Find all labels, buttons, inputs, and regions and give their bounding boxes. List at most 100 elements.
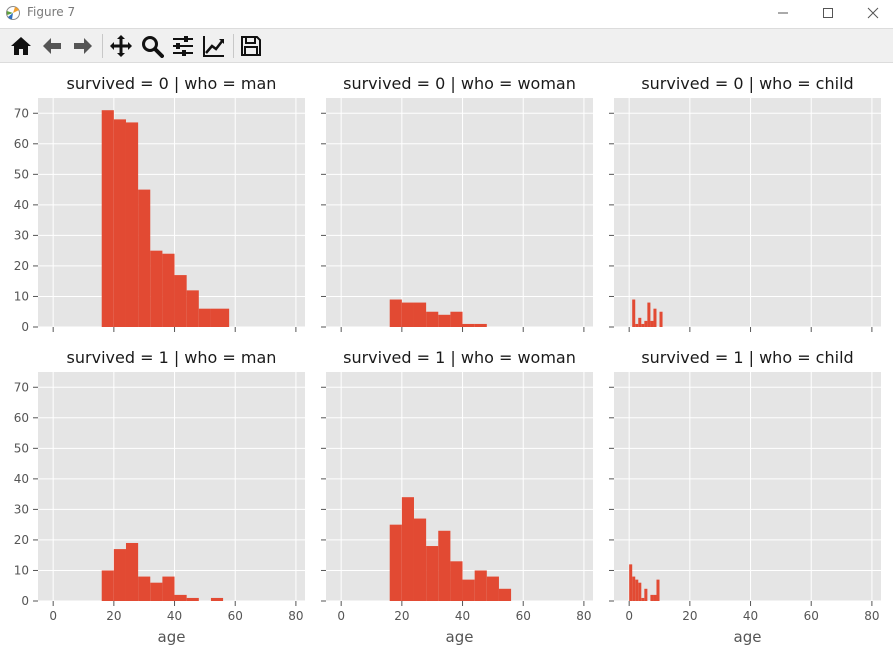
- x-axis-label: age: [158, 628, 186, 646]
- matplotlib-app-icon: [6, 6, 20, 20]
- y-tick-label: 10: [14, 563, 29, 577]
- figure-canvas[interactable]: 0 10 20 30 40 50 60 70 survived = 0 | who = man s…: [0, 62, 893, 660]
- title-bar: Figure 7: [0, 0, 893, 26]
- histogram-bar: [474, 323, 487, 327]
- histogram-bar: [162, 253, 175, 327]
- histogram-bar: [438, 530, 451, 601]
- x-tick-label: 40: [743, 609, 758, 623]
- y-tick-label: 60: [14, 137, 29, 151]
- histogram-bar: [174, 594, 187, 601]
- x-axis-label: age: [734, 628, 762, 646]
- histogram-bar: [647, 302, 651, 327]
- panel-title: survived = 1 | who = child: [641, 348, 853, 367]
- x-tick-label: 40: [167, 609, 182, 623]
- x-tick-label: 60: [516, 609, 531, 623]
- minimize-button[interactable]: [760, 0, 806, 26]
- histogram-bar: [462, 323, 475, 327]
- histogram-bar: [653, 308, 657, 327]
- histogram-bar: [150, 250, 163, 327]
- y-tick-label: 70: [14, 106, 29, 120]
- histogram-bar: [426, 311, 439, 327]
- histogram-bar: [401, 302, 414, 327]
- save-icon: [241, 36, 261, 56]
- home-icon: [11, 37, 31, 55]
- histogram-bar: [638, 582, 642, 601]
- histogram-bar: [389, 299, 402, 327]
- maximize-button[interactable]: [805, 0, 851, 26]
- y-tick-label: 20: [14, 533, 29, 547]
- y-tick-label: 50: [14, 167, 29, 181]
- histogram-bar: [198, 308, 211, 327]
- x-tick-label: 80: [864, 609, 879, 623]
- histogram-bar: [641, 323, 645, 327]
- histogram-bar: [659, 311, 663, 327]
- histogram-bar: [474, 570, 487, 601]
- histogram-bar: [650, 594, 654, 601]
- close-icon: [867, 7, 879, 19]
- x-tick-label: 80: [576, 609, 591, 623]
- y-tick-label: 50: [14, 441, 29, 455]
- pan-button[interactable]: [108, 33, 134, 59]
- histogram-bar: [635, 579, 639, 601]
- edit-axes-button[interactable]: [201, 33, 227, 59]
- x-tick-label: 0: [337, 609, 345, 623]
- facet-panel: 0 20 40 60 80 survived = 1 | who = woman age: [321, 348, 593, 646]
- histogram-bar: [113, 119, 126, 327]
- histogram-bar: [138, 189, 151, 327]
- histogram-bar: [150, 582, 163, 601]
- navigation-toolbar: [0, 28, 893, 63]
- minimize-icon: [778, 12, 788, 14]
- zoom-button[interactable]: [139, 33, 165, 59]
- histogram-bar: [138, 576, 151, 601]
- panel-title: survived = 1 | who = woman: [343, 348, 576, 367]
- facet-panel: survived = 0 | who = child: [609, 74, 881, 332]
- histogram-bar: [210, 308, 230, 327]
- x-tick-label: 0: [625, 609, 633, 623]
- plot-area: [614, 372, 881, 601]
- panel-title: survived = 0 | who = child: [641, 74, 853, 93]
- histogram-bar: [125, 542, 139, 601]
- histogram-bar: [426, 546, 439, 601]
- histogram-bar: [629, 564, 633, 601]
- pan-icon: [110, 35, 132, 57]
- plot-area: [614, 98, 881, 327]
- histogram-bar: [486, 576, 499, 601]
- histogram-bar: [101, 110, 114, 327]
- x-tick-label: 20: [682, 609, 697, 623]
- panel-title: survived = 0 | who = woman: [343, 74, 576, 93]
- home-button[interactable]: [8, 33, 34, 59]
- histogram-bar: [401, 497, 414, 601]
- histogram-bar: [101, 570, 114, 601]
- facet-panel: 0 10 20 30 40 50 60 70 0 20 40 60 80 survived = 1 | w…: [14, 348, 305, 646]
- histogram-bar: [641, 597, 645, 601]
- facet-panel: survived = 0 | who = woman: [321, 74, 593, 332]
- histogram-bar: [413, 518, 427, 601]
- y-tick-label: 30: [14, 502, 29, 516]
- histogram-bar: [113, 549, 126, 601]
- histogram-bar: [186, 290, 199, 327]
- y-tick-label: 0: [21, 320, 29, 334]
- zoom-icon: [142, 36, 164, 58]
- histogram-bar: [653, 594, 657, 601]
- x-tick-label: 20: [394, 609, 409, 623]
- facet-panel: 0 20 40 60 80 survived = 1 | who = child age: [609, 348, 881, 646]
- save-button[interactable]: [238, 33, 264, 59]
- y-tick-label: 70: [14, 380, 29, 394]
- histogram-bar: [462, 579, 475, 601]
- histogram-bar: [632, 576, 636, 601]
- back-button[interactable]: [39, 33, 65, 59]
- histogram-bar: [638, 317, 642, 327]
- y-tick-label: 0: [21, 594, 29, 608]
- histogram-bar: [125, 122, 139, 327]
- window-title: Figure 7: [27, 5, 76, 19]
- panel-title: survived = 1 | who = man: [67, 348, 277, 367]
- plot-area: [38, 372, 305, 601]
- histogram-bar: [635, 323, 639, 327]
- close-button[interactable]: [850, 0, 893, 26]
- configure-subplots-button[interactable]: [170, 33, 196, 59]
- x-tick-label: 60: [228, 609, 243, 623]
- toolbar-separator: [102, 34, 103, 58]
- histogram-bar: [186, 597, 199, 601]
- histogram-bar: [632, 299, 636, 327]
- forward-button[interactable]: [70, 33, 96, 59]
